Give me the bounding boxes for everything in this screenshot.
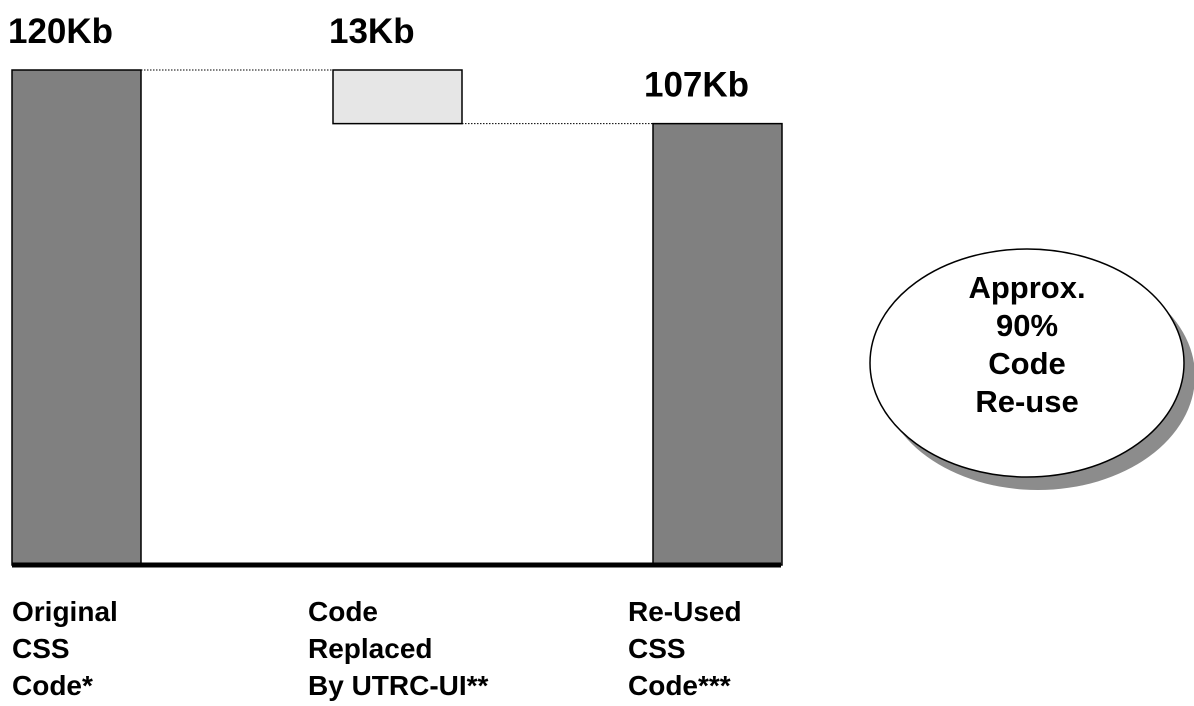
value-label-1: 120Kb — [8, 12, 113, 51]
category-label-2-line-3: By UTRC-UI** — [308, 670, 489, 701]
value-label-3: 107Kb — [644, 66, 749, 105]
connector-lines — [141, 69, 653, 125]
category-label-3-line-2: CSS — [628, 633, 686, 664]
category-label-1-line-1: Original — [12, 596, 118, 627]
category-label-3-line-3: Code*** — [628, 670, 731, 701]
category-label-3-line-1: Re-Used — [628, 596, 742, 627]
category-label-2-line-1: Code — [308, 596, 378, 627]
callout-ellipse — [869, 248, 1185, 478]
value-label-2: 13Kb — [329, 12, 415, 51]
category-label-1-line-2: CSS — [12, 633, 70, 664]
bar-original-css-code — [11, 69, 142, 566]
bars — [11, 69, 783, 566]
value-labels: 120Kb 13Kb 107Kb — [8, 12, 749, 105]
callout-line-2: 90% — [996, 308, 1058, 343]
bar-reused-css-code — [652, 122, 783, 566]
callout-line-3: Code — [988, 346, 1066, 381]
callout-line-1: Approx. — [968, 270, 1085, 305]
bar-code-replaced — [332, 69, 463, 125]
callout-line-4: Re-use — [975, 384, 1078, 419]
category-label-1-line-3: Code* — [12, 670, 93, 701]
category-labels: Original CSS Code* Code Replaced By UTRC-UI**… — [12, 596, 742, 701]
category-label-2-line-2: Replaced — [308, 633, 433, 664]
